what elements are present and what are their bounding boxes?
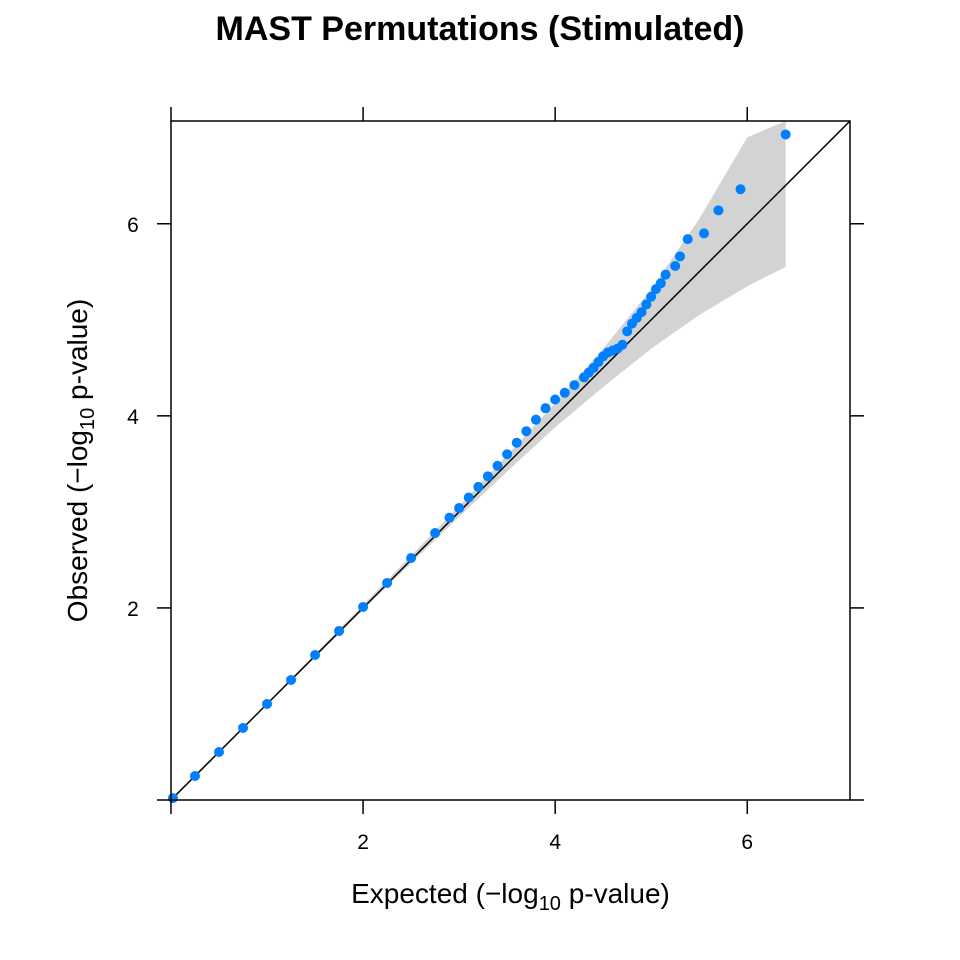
y-tick-label: 6 (127, 214, 139, 237)
data-point (358, 601, 369, 612)
reference-line (170, 120, 851, 801)
data-point (699, 228, 710, 239)
data-point (334, 625, 345, 636)
x-axis-label: Expected (−log10 p-value) (351, 878, 670, 915)
data-point (444, 512, 455, 523)
data-point (670, 261, 681, 272)
data-point (286, 674, 297, 685)
data-point (569, 380, 580, 391)
data-point (463, 492, 474, 503)
data-point (530, 414, 541, 425)
data-point (713, 205, 724, 216)
x-tick-label: 2 (357, 831, 369, 854)
data-point (430, 528, 441, 539)
confidence-band-layer (171, 121, 786, 800)
data-point (559, 387, 570, 398)
y-tick-label: 4 (127, 406, 139, 429)
data-point (622, 326, 633, 337)
data-point (310, 649, 321, 660)
data-point (735, 184, 746, 195)
data-point (482, 471, 493, 482)
data-point (190, 770, 201, 781)
data-points-layer (167, 129, 791, 804)
data-point (454, 503, 465, 514)
data-point (646, 291, 657, 302)
x-tick-label: 4 (549, 831, 561, 854)
data-point (655, 278, 666, 289)
data-point (167, 793, 178, 804)
data-point (780, 129, 791, 140)
reference-line-layer (170, 120, 851, 801)
data-point (550, 394, 561, 405)
plot-frame (170, 120, 851, 801)
axis-ticks-layer: 2 4 6 2 4 6 (127, 107, 864, 854)
data-point (675, 251, 686, 262)
confidence-band (171, 121, 786, 800)
data-point (682, 234, 693, 245)
y-tick-label: 2 (127, 598, 139, 621)
data-point (636, 307, 647, 318)
data-point (492, 460, 503, 471)
y-axis-label: Observed (−log10 p-value) (62, 299, 99, 622)
data-point (641, 299, 652, 310)
data-point (521, 426, 532, 437)
data-point (473, 481, 484, 492)
data-point (540, 403, 551, 414)
x-tick-label: 6 (741, 831, 753, 854)
data-point (238, 722, 249, 733)
data-point (406, 552, 417, 563)
data-point (502, 449, 513, 460)
data-point (214, 746, 225, 757)
data-point (511, 437, 522, 448)
chart-title: MAST Permutations (Stimulated) (215, 10, 745, 48)
data-point (660, 269, 671, 280)
data-point (617, 339, 628, 350)
data-point (262, 698, 273, 709)
data-point (382, 577, 393, 588)
